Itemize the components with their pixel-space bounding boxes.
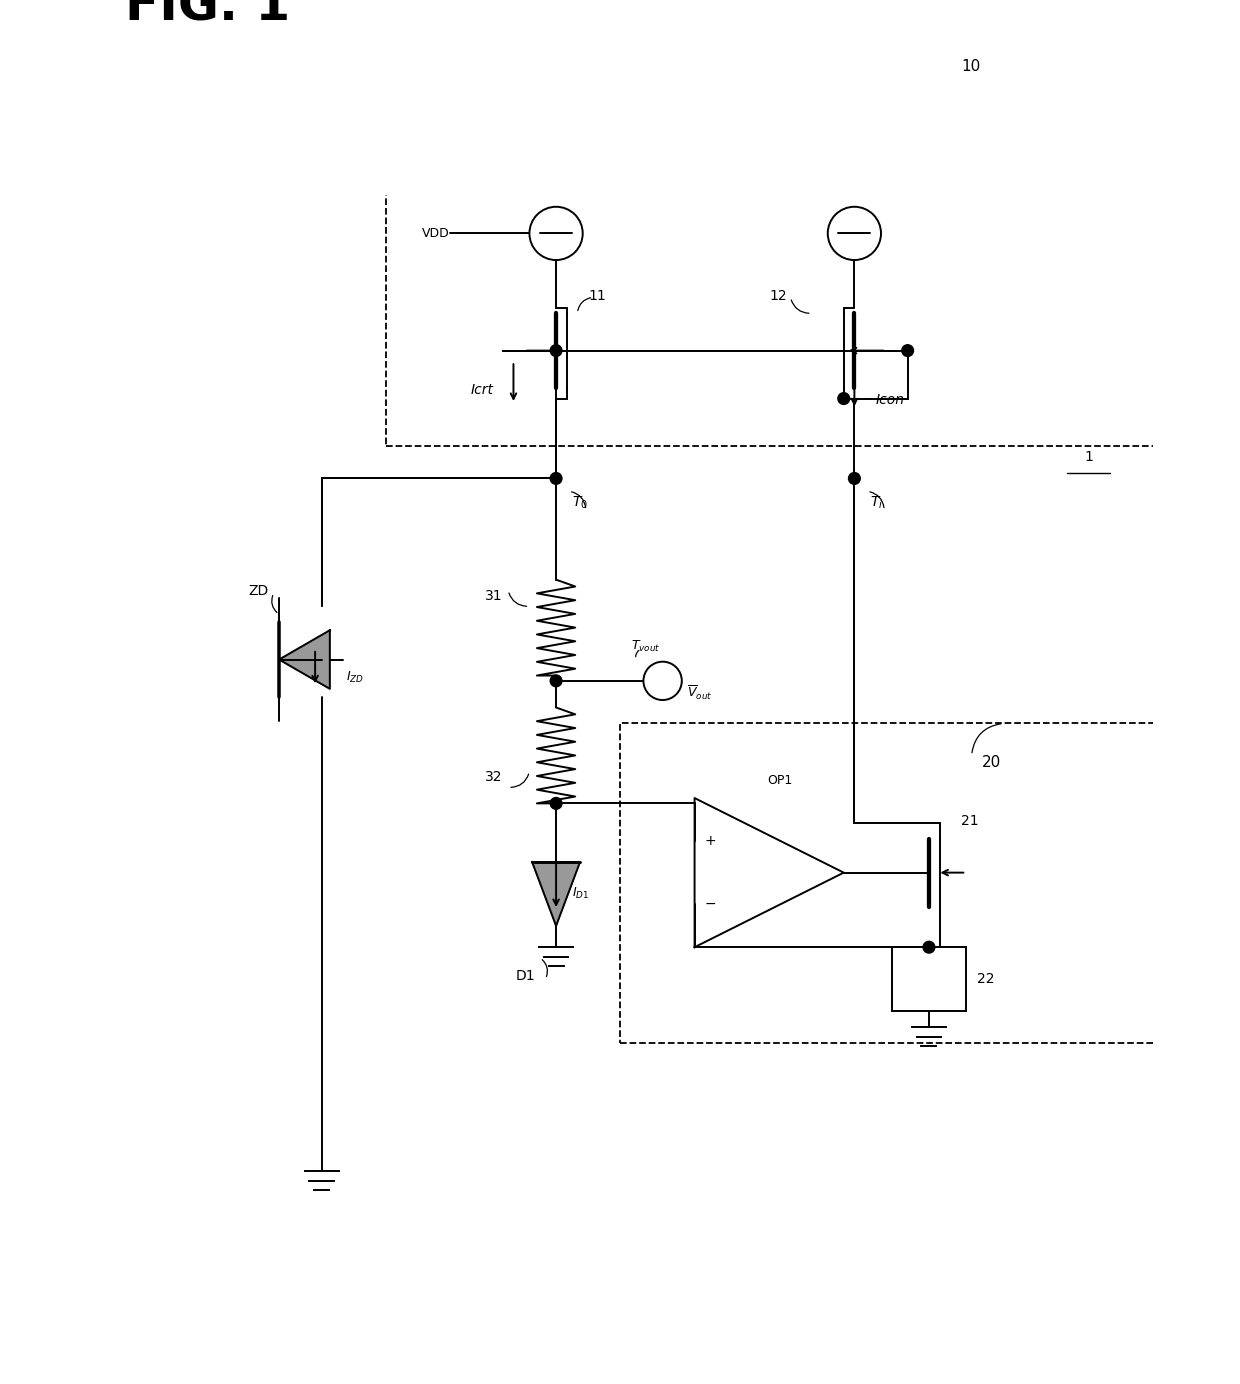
Text: $I_{D1}$: $I_{D1}$ (572, 886, 589, 901)
Text: $\overline{V}_{out}$: $\overline{V}_{out}$ (687, 684, 713, 702)
Text: Icrt: Icrt (471, 382, 494, 397)
Circle shape (551, 797, 562, 810)
Text: 10: 10 (961, 58, 980, 73)
Polygon shape (279, 630, 330, 689)
Text: 31: 31 (485, 588, 502, 602)
Text: $T_{vout}$: $T_{vout}$ (631, 639, 660, 655)
Text: $T_i$: $T_i$ (870, 494, 883, 511)
Circle shape (848, 472, 861, 484)
Text: 32: 32 (485, 770, 502, 783)
Text: OP1: OP1 (768, 775, 792, 787)
Text: Icon: Icon (875, 393, 905, 407)
Text: $I_{ZD}$: $I_{ZD}$ (346, 670, 363, 685)
Polygon shape (532, 862, 580, 926)
Text: +: + (704, 835, 717, 848)
Bar (386, 105, 1240, 447)
Text: VDD: VDD (422, 227, 450, 239)
Circle shape (551, 345, 562, 357)
Bar (620, 724, 1240, 1044)
Circle shape (901, 345, 914, 357)
Text: $T_0$: $T_0$ (572, 494, 588, 511)
Text: FIG. 1: FIG. 1 (124, 0, 290, 30)
Text: 22: 22 (977, 972, 994, 987)
Text: 20: 20 (982, 756, 1002, 771)
Circle shape (838, 393, 849, 404)
Text: 1: 1 (1084, 450, 1094, 464)
Circle shape (923, 941, 935, 954)
Circle shape (551, 675, 562, 686)
Text: D1: D1 (515, 969, 534, 983)
Text: 12: 12 (769, 289, 786, 303)
Text: −: − (704, 897, 717, 911)
Circle shape (551, 472, 562, 484)
Bar (892, 947, 966, 1012)
Text: ZD: ZD (248, 584, 268, 598)
Text: 11: 11 (588, 289, 606, 303)
Text: 21: 21 (961, 814, 978, 828)
